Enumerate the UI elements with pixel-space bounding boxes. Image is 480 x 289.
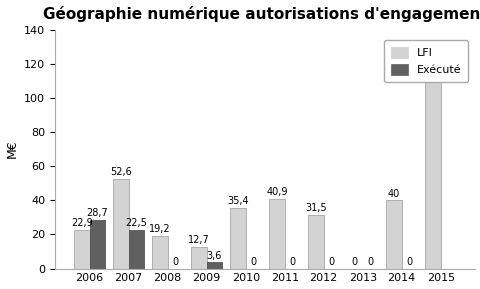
Bar <box>268 199 284 268</box>
Text: 0: 0 <box>172 257 178 267</box>
Bar <box>191 247 206 268</box>
Text: 120,6: 120,6 <box>418 51 446 61</box>
Bar <box>152 236 168 268</box>
Text: 19,2: 19,2 <box>149 224 170 234</box>
Text: 31,5: 31,5 <box>304 203 326 213</box>
Text: 12,7: 12,7 <box>188 235 209 245</box>
Title: Géographie numérique autorisations d'engagement: Géographie numérique autorisations d'eng… <box>43 5 480 22</box>
Bar <box>206 262 222 268</box>
Bar <box>385 200 401 268</box>
Legend: LFI, Exécuté: LFI, Exécuté <box>384 40 467 82</box>
Text: 40: 40 <box>387 189 399 199</box>
Text: 40,9: 40,9 <box>265 187 287 197</box>
Text: 0: 0 <box>250 257 256 267</box>
Y-axis label: M€: M€ <box>6 140 19 158</box>
Bar <box>129 230 144 268</box>
Text: 28,7: 28,7 <box>86 208 108 218</box>
Text: 52,6: 52,6 <box>110 167 132 177</box>
Bar <box>424 63 440 268</box>
Bar <box>113 179 129 268</box>
Text: 0: 0 <box>367 257 373 267</box>
Text: 0: 0 <box>289 257 295 267</box>
Text: 35,4: 35,4 <box>227 197 248 206</box>
Text: 3,6: 3,6 <box>206 251 222 261</box>
Text: 22,5: 22,5 <box>125 218 147 229</box>
Text: 22,9: 22,9 <box>71 218 93 228</box>
Bar <box>74 229 89 268</box>
Bar <box>229 208 245 268</box>
Bar <box>308 215 323 268</box>
Text: 0: 0 <box>406 257 412 267</box>
Bar <box>89 220 105 268</box>
Text: 0: 0 <box>351 257 357 267</box>
Text: 0: 0 <box>328 257 334 267</box>
